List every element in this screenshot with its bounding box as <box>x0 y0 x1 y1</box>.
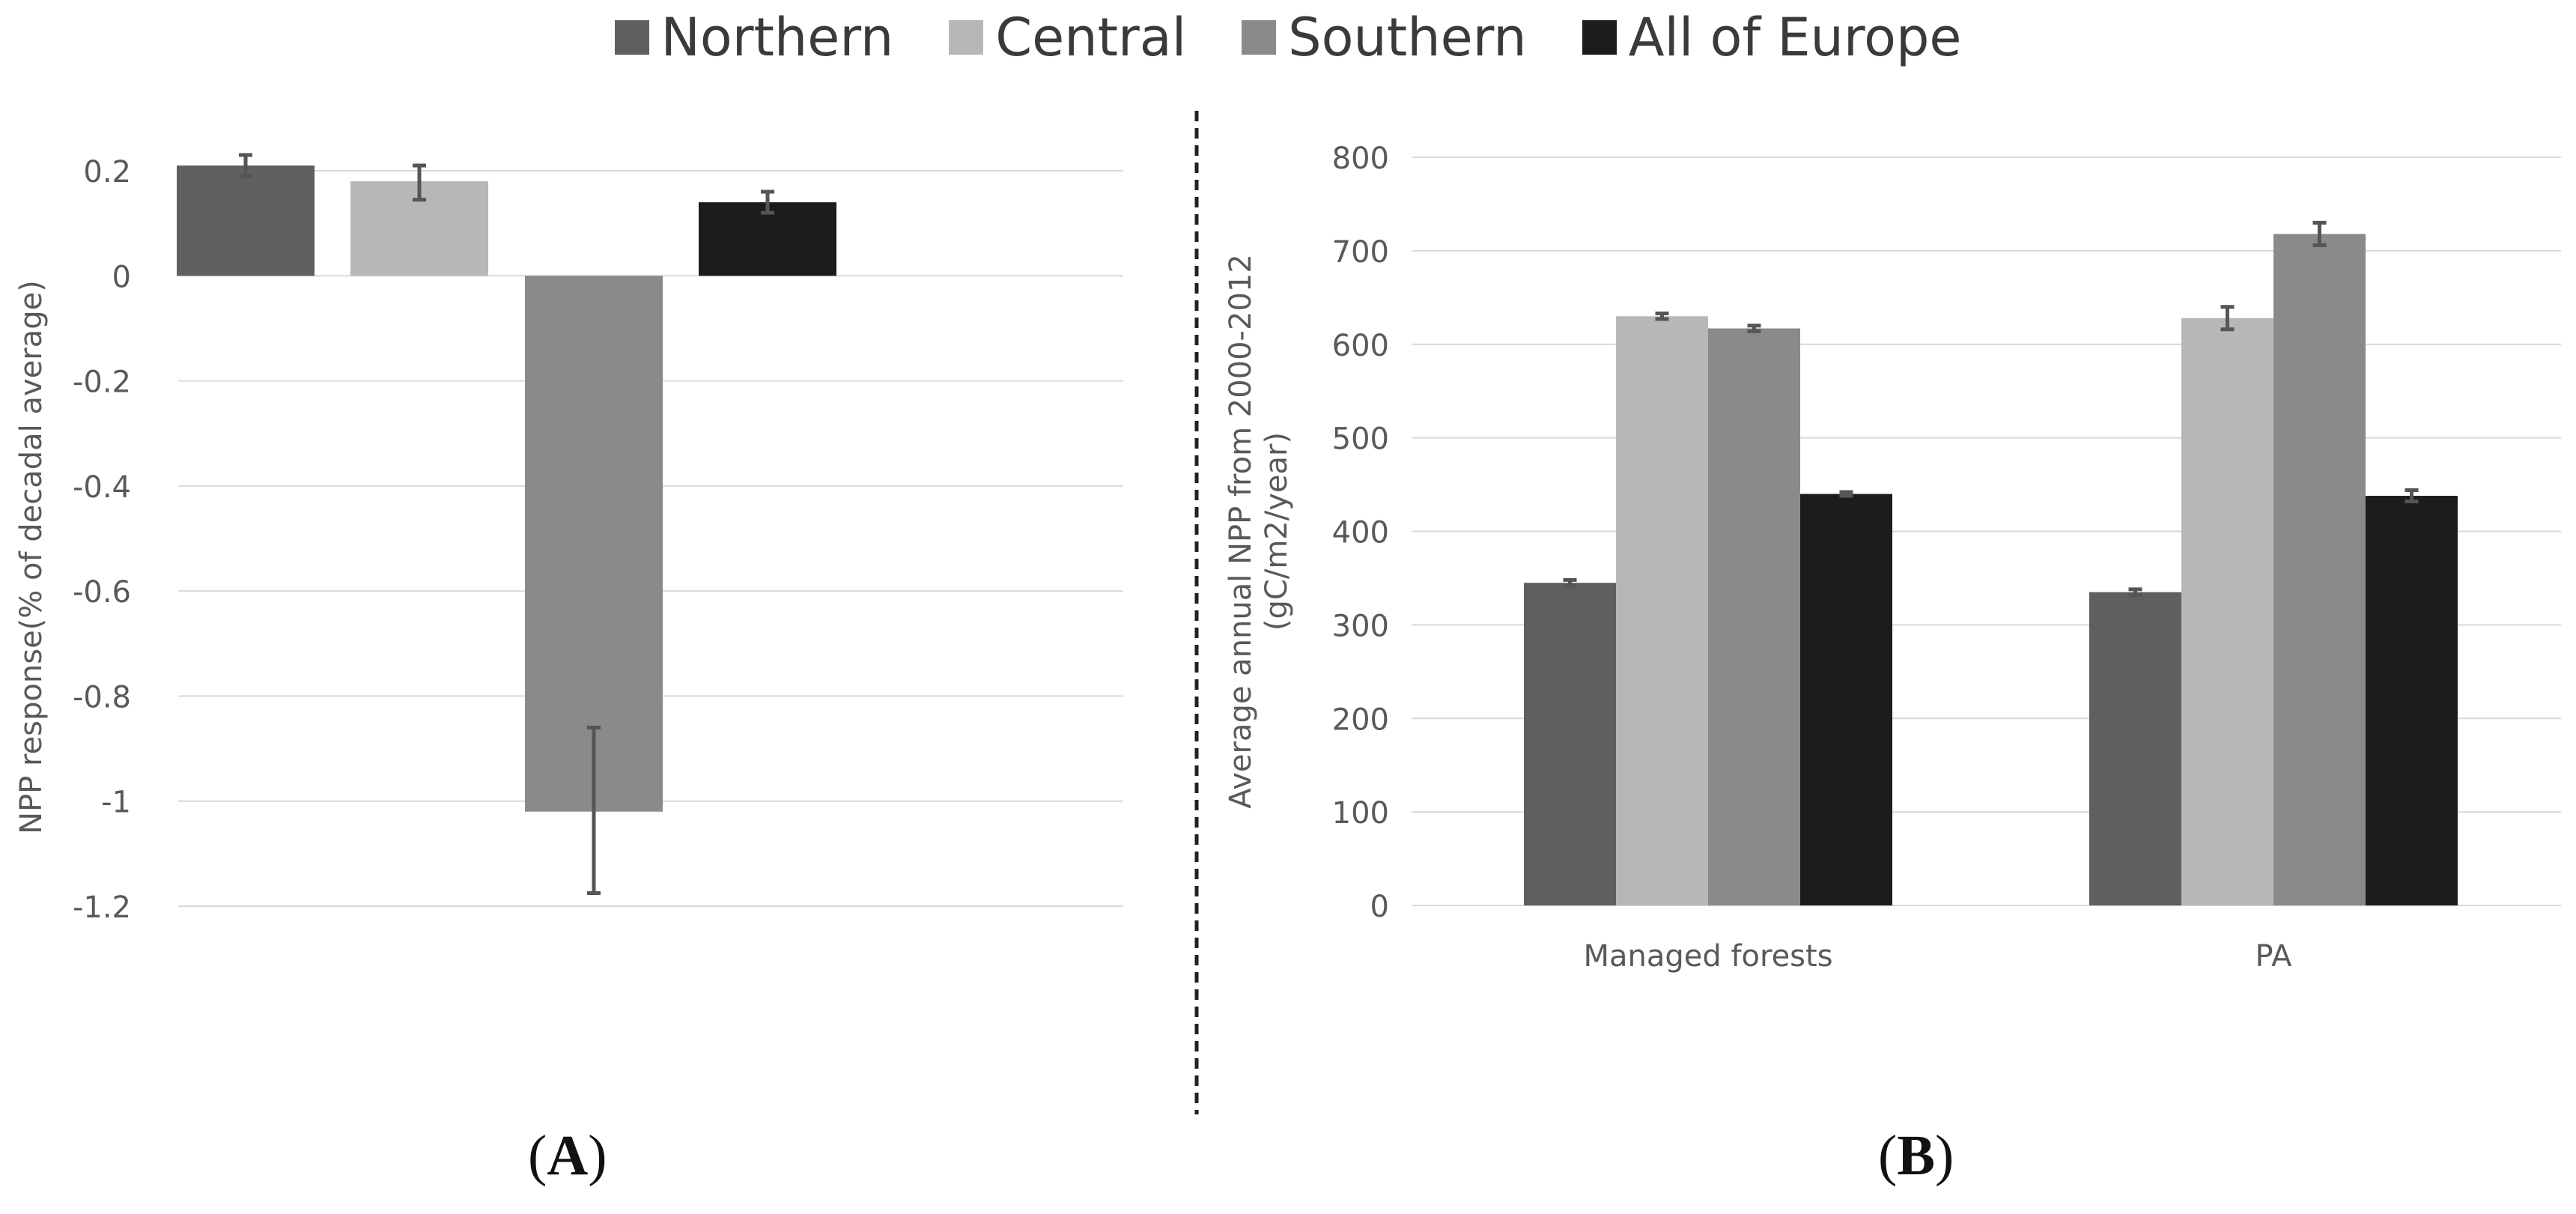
legend-item-central: Central <box>949 7 1186 68</box>
legend-item-all-of-europe: All of Europe <box>1582 7 1962 68</box>
bar-b-pa-central <box>2181 318 2273 905</box>
y-tick-label-b: 800 <box>1332 142 1389 176</box>
legend-label-northern: Northern <box>660 7 894 68</box>
y-axis-title-b-line-2: (gC/m2/year) <box>1260 432 1294 631</box>
bar-b-managed-forests-central <box>1616 316 1708 906</box>
legend-swatch-northern <box>614 20 649 55</box>
bar-b-managed-forests-southern <box>1708 328 1800 905</box>
legend-swatch-southern <box>1242 20 1277 55</box>
y-tick-label-b: 600 <box>1332 329 1389 363</box>
y-tick-label-a: -0.6 <box>73 575 131 610</box>
y-tick-label-a: -0.4 <box>73 470 131 505</box>
y-tick-label-a: -0.2 <box>73 365 131 400</box>
y-tick-label-a: -0.8 <box>73 680 131 714</box>
panel-divider <box>1194 111 1199 1114</box>
y-tick-label-a: -1.2 <box>73 890 131 925</box>
legend-swatch-all-of-europe <box>1582 20 1617 55</box>
bar-b-pa-southern <box>2273 234 2366 905</box>
x-tick-label-b-managed-forests: Managed forests <box>1583 939 1832 974</box>
y-tick-label-b: 100 <box>1332 796 1389 831</box>
y-tick-label-a: 0.2 <box>83 155 131 189</box>
y-tick-label-b: 400 <box>1332 516 1389 550</box>
legend-label-central: Central <box>995 7 1187 68</box>
chart-legend: Northern Central Southern All of Europe <box>0 0 2576 75</box>
legend-label-southern: Southern <box>1288 7 1527 68</box>
y-tick-label-a: -1 <box>101 786 131 820</box>
y-axis-title-a: NPP response(% of decadal average) <box>14 280 49 834</box>
legend-item-southern: Southern <box>1242 7 1527 68</box>
panel-label-a-letter: A <box>547 1124 589 1187</box>
chart-b: 0 100 200 300 400 500 600 700 800 Managed forests… <box>1224 142 2561 974</box>
panel-label-b-open: ( <box>1878 1124 1898 1187</box>
y-tick-label-b: 300 <box>1332 609 1389 643</box>
panel-label-b: (B) <box>1878 1123 1954 1189</box>
panel-label-b-letter: B <box>1897 1124 1936 1187</box>
y-tick-label-b: 200 <box>1332 702 1389 737</box>
legend-swatch-central <box>949 20 984 55</box>
bar-a-northern <box>177 165 315 276</box>
y-tick-label-b: 500 <box>1332 422 1389 457</box>
y-tick-label-b: 700 <box>1332 235 1389 270</box>
panel-label-a: (A) <box>528 1123 607 1189</box>
x-tick-label-b-pa: PA <box>2255 939 2293 974</box>
chart-a: 0.2 0 -0.2 -0.4 -0.6 -0.8 -1 -1.2 NPP response(%… <box>14 153 1123 925</box>
bar-b-managed-forests-all-of-europe <box>1800 494 1892 905</box>
bar-b-managed-forests-northern <box>1524 583 1616 905</box>
y-tick-label-a: 0 <box>112 260 131 294</box>
bar-a-southern <box>525 276 663 812</box>
legend-label-all-of-europe: All of Europe <box>1628 7 1962 68</box>
y-axis-title-b-line-1: Average annual NPP from 2000-2012 <box>1224 254 1258 809</box>
panel-label-a-close: ) <box>588 1124 607 1187</box>
panel-label-b-close: ) <box>1935 1124 1954 1187</box>
bar-b-pa-northern <box>2089 592 2181 905</box>
panel-label-a-open: ( <box>528 1124 547 1187</box>
legend-item-northern: Northern <box>614 7 894 68</box>
bar-b-pa-all-of-europe <box>2366 496 2458 905</box>
y-tick-label-b: 0 <box>1370 890 1389 924</box>
